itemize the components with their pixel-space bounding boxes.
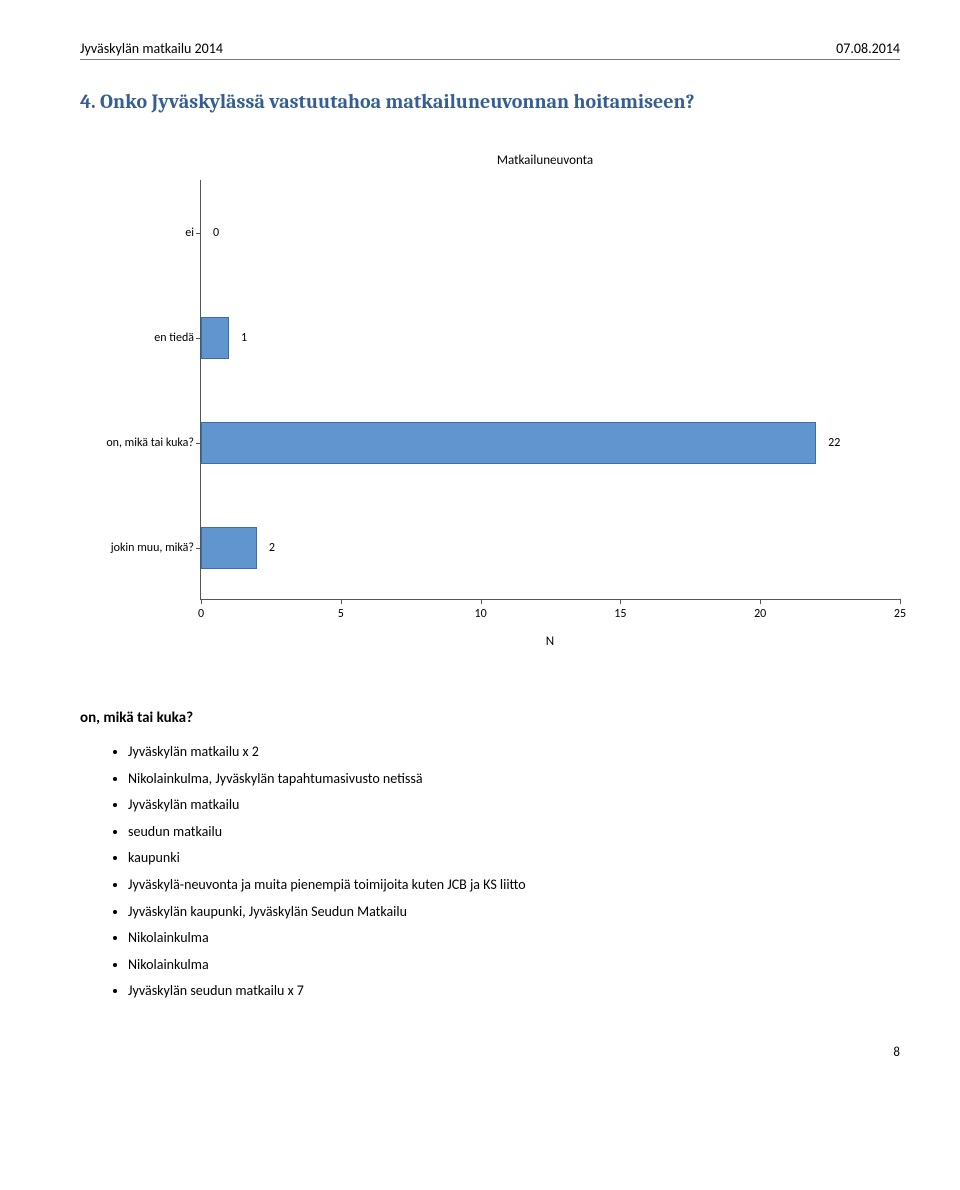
list-item: Jyväskylän matkailu — [128, 792, 900, 819]
list-item: Nikolainkulma, Jyväskylän tapahtumasivus… — [128, 766, 900, 793]
chart-title: Matkailuneuvonta — [70, 153, 900, 168]
bar — [201, 422, 816, 464]
bar-value-label: 22 — [828, 436, 840, 450]
y-tick — [196, 233, 201, 234]
x-tick — [760, 599, 761, 604]
y-category-label: en tiedä — [70, 285, 200, 390]
bar-value-label: 2 — [269, 541, 275, 555]
list-item: kaupunki — [128, 845, 900, 872]
plot-area: 012220510152025 — [200, 180, 900, 600]
x-tick — [620, 599, 621, 604]
bar-value-label: 1 — [241, 331, 247, 345]
x-tick-label: 0 — [198, 607, 204, 621]
x-tick-label: 25 — [894, 607, 906, 621]
y-category-label: on, mikä tai kuka? — [70, 390, 200, 495]
x-tick-label: 20 — [754, 607, 766, 621]
y-category-label: jokin muu, mikä? — [70, 495, 200, 600]
page-header: Jyväskylän matkailu 2014 07.08.2014 — [80, 40, 900, 60]
y-axis-labels: eien tiedäon, mikä tai kuka?jokin muu, m… — [70, 180, 200, 600]
list-item: Nikolainkulma — [128, 952, 900, 979]
x-tick — [900, 599, 901, 604]
answers-subhead: on, mikä tai kuka? — [80, 709, 900, 727]
page-number: 8 — [80, 1045, 900, 1060]
bar — [201, 317, 229, 359]
header-left: Jyväskylän matkailu 2014 — [80, 40, 223, 57]
list-item: seudun matkailu — [128, 819, 900, 846]
bar — [201, 527, 257, 569]
list-item: Jyväskylän seudun matkailu x 7 — [128, 978, 900, 1005]
bar-chart: Matkailuneuvonta eien tiedäon, mikä tai … — [70, 153, 900, 649]
header-right: 07.08.2014 — [836, 40, 900, 57]
y-category-label: ei — [70, 180, 200, 285]
list-item: Jyväskylä-neuvonta ja muita pienempiä to… — [128, 872, 900, 899]
x-axis-title: N — [70, 634, 900, 649]
list-item: Jyväskylän kaupunki, Jyväskylän Seudun M… — [128, 899, 900, 926]
answers-list: Jyväskylän matkailu x 2Nikolainkulma, Jy… — [80, 739, 900, 1005]
x-tick — [341, 599, 342, 604]
x-tick-label: 10 — [475, 607, 487, 621]
list-item: Nikolainkulma — [128, 925, 900, 952]
list-item: Jyväskylän matkailu x 2 — [128, 739, 900, 766]
x-tick — [201, 599, 202, 604]
section-heading: 4. Onko Jyväskylässä vastuutahoa matkail… — [80, 90, 900, 113]
x-tick-label: 15 — [614, 607, 626, 621]
x-tick-label: 5 — [338, 607, 344, 621]
x-tick — [481, 599, 482, 604]
bar-value-label: 0 — [213, 226, 219, 240]
